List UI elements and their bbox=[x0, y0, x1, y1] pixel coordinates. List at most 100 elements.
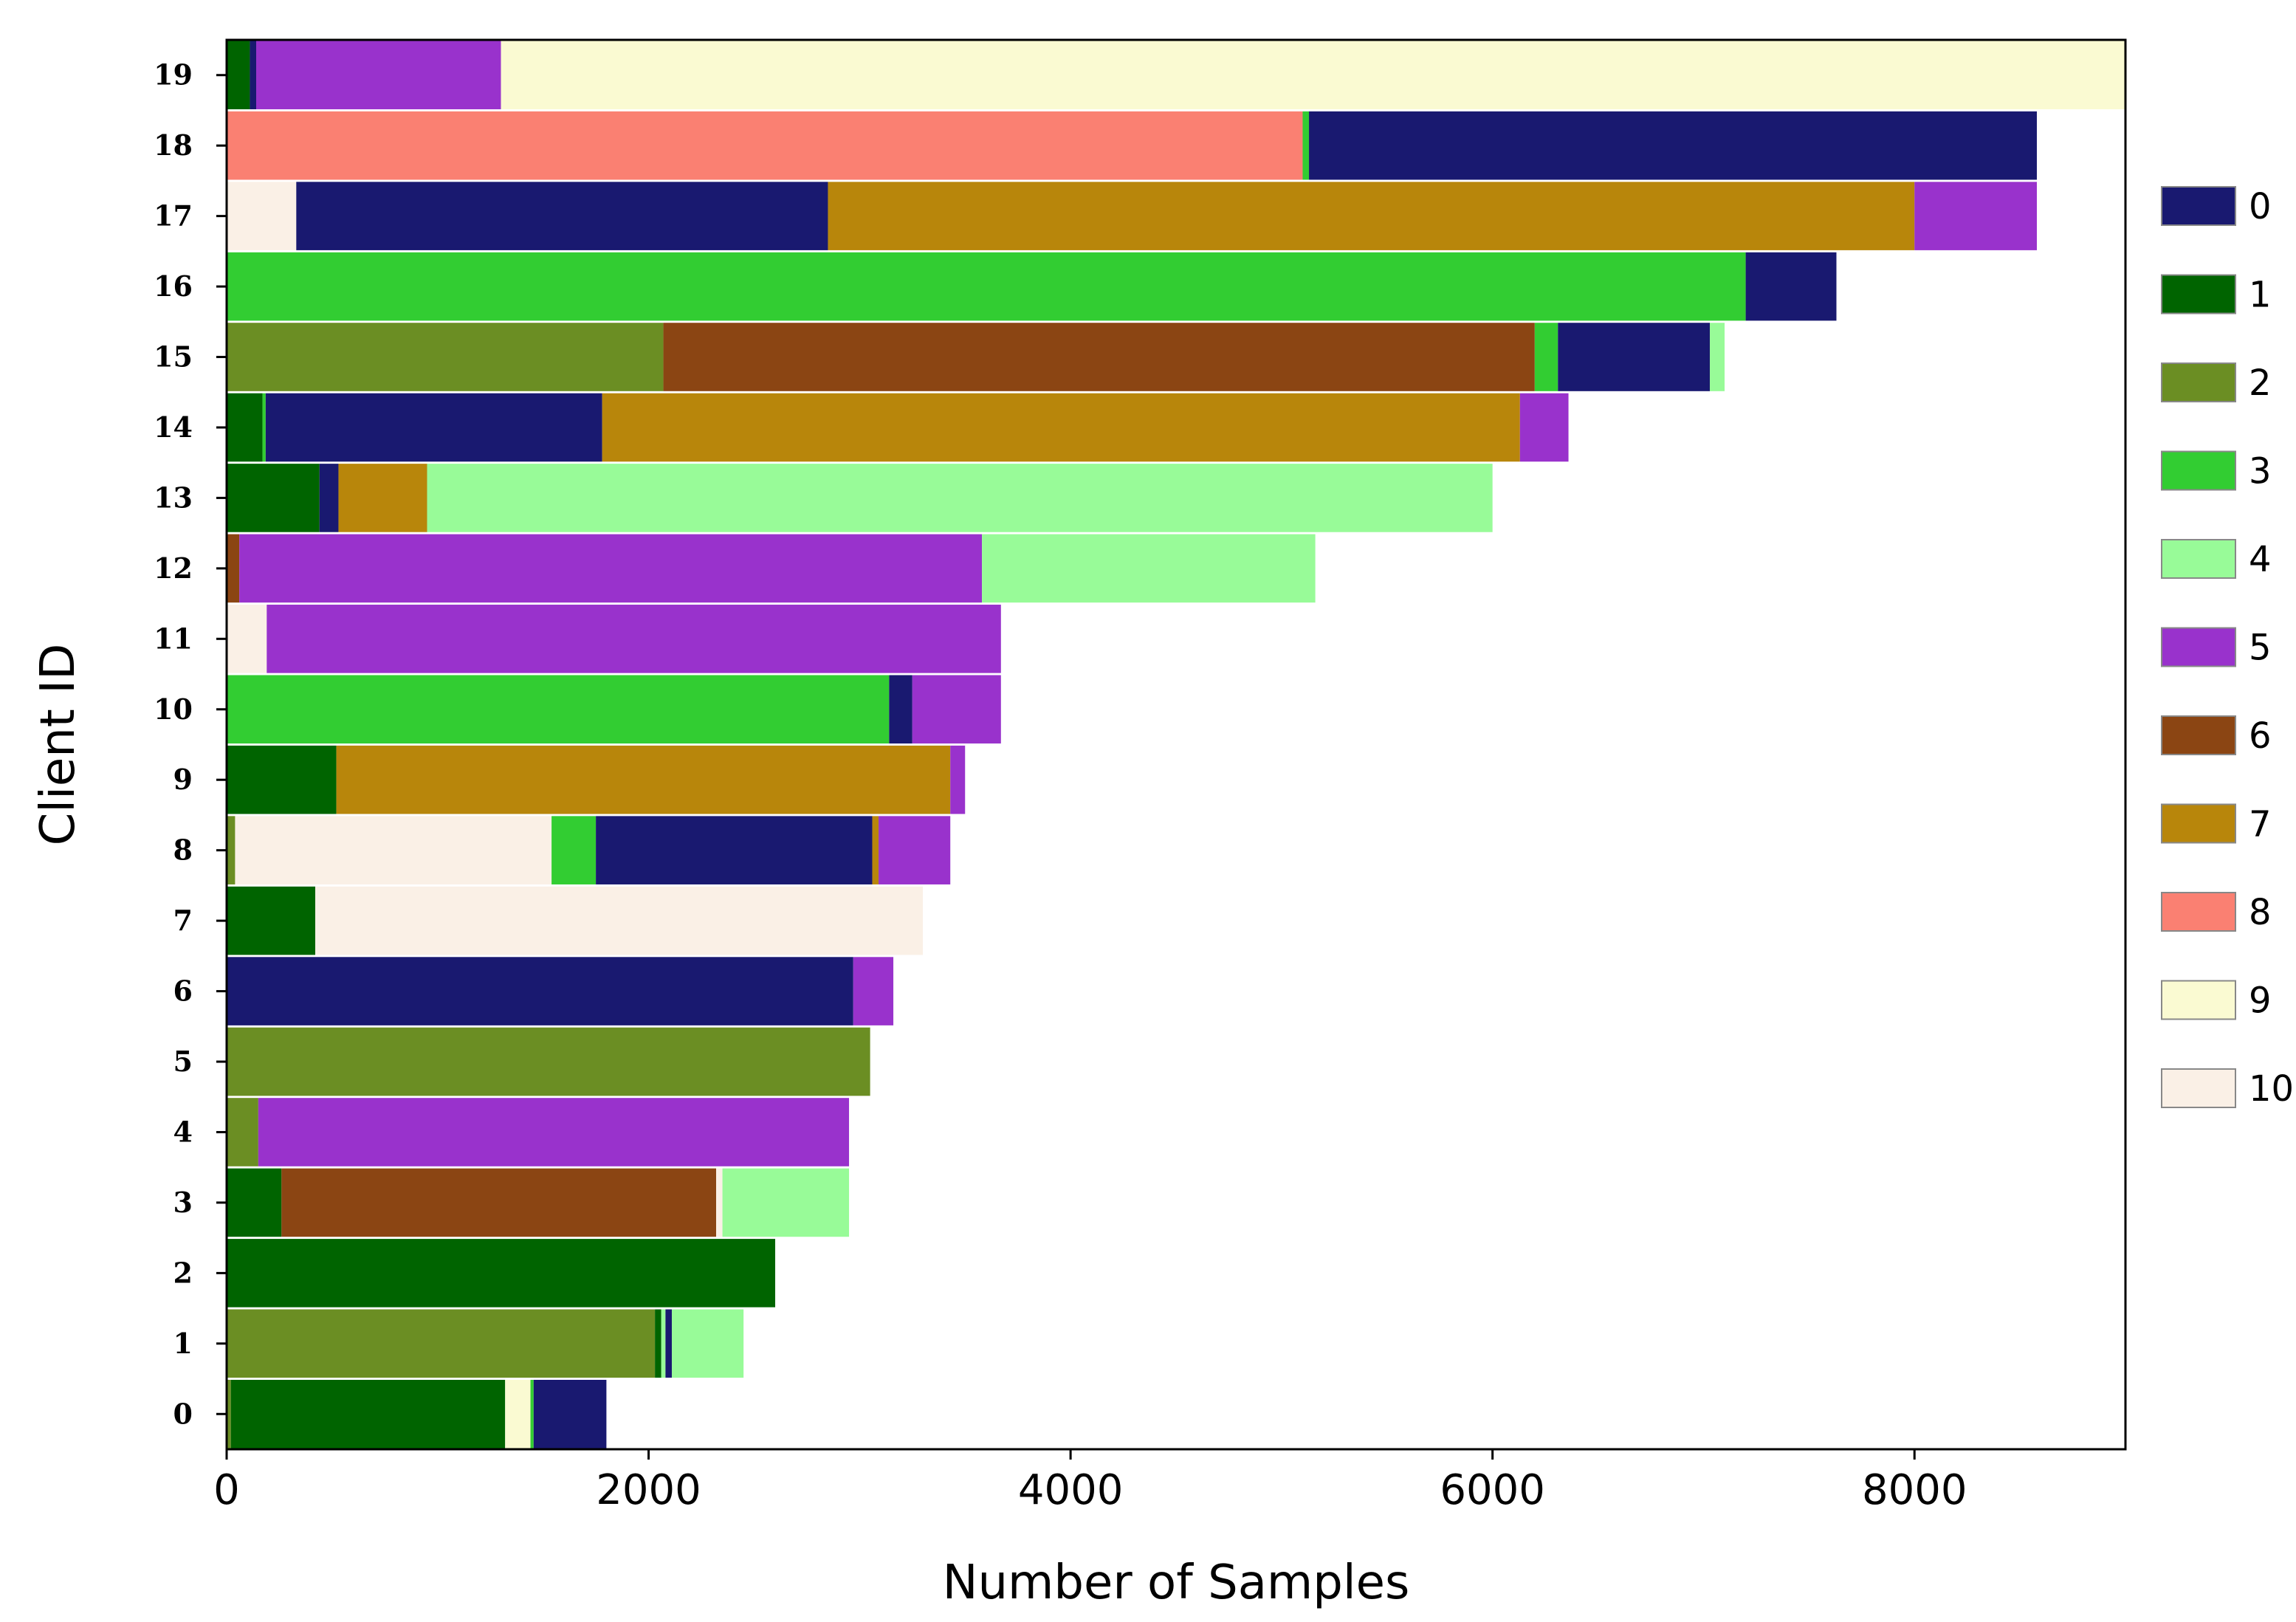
y-tick-label-2: 2 bbox=[173, 1256, 193, 1289]
bar-segment-client-10-label-5 bbox=[912, 675, 1001, 744]
legend: 0 1 2 3 4 5 6 7 8 9 10 bbox=[2161, 186, 2294, 1110]
bar-client-10 bbox=[227, 675, 1001, 744]
legend-swatch-0 bbox=[2161, 186, 2236, 226]
bar-segment-client-0-label-2 bbox=[227, 1379, 231, 1449]
bar-client-1 bbox=[227, 1309, 744, 1378]
x-tick-label-4000: 4000 bbox=[1018, 1466, 1124, 1514]
legend-label-0: 0 bbox=[2249, 186, 2272, 227]
y-tick-label-19: 19 bbox=[154, 58, 193, 92]
bar-segment-client-3-label-4 bbox=[722, 1168, 850, 1237]
y-tick-label-14: 14 bbox=[154, 410, 193, 444]
bar-segment-client-14-label-0 bbox=[265, 393, 602, 462]
y-tick-label-0: 0 bbox=[173, 1397, 193, 1430]
bar-segment-client-17-label-5 bbox=[1914, 182, 2037, 250]
bar-client-0 bbox=[227, 1379, 607, 1449]
bar-segment-client-12-label-4 bbox=[982, 534, 1316, 603]
legend-swatch-8 bbox=[2161, 892, 2236, 932]
bar-segment-client-15-label-3 bbox=[1534, 323, 1558, 391]
bar-segment-client-7-label-1 bbox=[227, 886, 316, 955]
bar-segment-client-13-label-4 bbox=[427, 464, 1493, 532]
bar-client-15 bbox=[227, 323, 1725, 391]
legend-swatch-10 bbox=[2161, 1068, 2236, 1108]
x-tick-label-2000: 2000 bbox=[596, 1466, 701, 1514]
bar-segment-client-9-label-5 bbox=[950, 745, 966, 814]
bar-segment-client-19-label-9 bbox=[501, 41, 2125, 110]
bar-segment-client-16-label-0 bbox=[1745, 252, 1837, 321]
bar-client-3 bbox=[227, 1168, 850, 1237]
bar-segment-client-1-label-1 bbox=[655, 1309, 661, 1378]
bar-segment-client-3-label-1 bbox=[227, 1168, 282, 1237]
y-tick-label-17: 17 bbox=[154, 199, 193, 233]
bar-segment-client-11-label-5 bbox=[267, 605, 1001, 673]
y-tick-label-13: 13 bbox=[154, 481, 193, 514]
legend-swatch-2 bbox=[2161, 362, 2236, 402]
bar-segment-client-14-label-5 bbox=[1519, 393, 1569, 462]
bar-segment-client-0-label-9 bbox=[505, 1379, 531, 1449]
bar-segment-client-2-label-1 bbox=[227, 1239, 776, 1307]
bar-client-6 bbox=[227, 957, 894, 1025]
bar-segment-client-14-label-3 bbox=[262, 393, 266, 462]
y-tick-label-8: 8 bbox=[173, 834, 193, 867]
bar-segment-client-0-label-1 bbox=[230, 1379, 506, 1449]
bar-segment-client-14-label-1 bbox=[227, 393, 263, 462]
x-tick-label-8000: 8000 bbox=[1862, 1466, 1967, 1514]
bar-segment-client-4-label-2 bbox=[227, 1098, 258, 1166]
bar-segment-client-15-label-6 bbox=[663, 323, 1535, 391]
bar-client-8 bbox=[227, 816, 951, 884]
bar-segment-client-1-label-4 bbox=[661, 1309, 666, 1378]
bar-segment-client-19-label-5 bbox=[256, 41, 501, 110]
x-tick-label-0: 0 bbox=[213, 1466, 240, 1514]
legend-label-6: 6 bbox=[2249, 715, 2272, 757]
bar-segment-client-6-label-0 bbox=[227, 957, 853, 1025]
legend-swatch-1 bbox=[2161, 274, 2236, 315]
bar-segment-client-12-label-6 bbox=[227, 534, 240, 603]
bar-client-19 bbox=[227, 41, 2125, 110]
bar-segment-client-1-label-4 bbox=[671, 1309, 744, 1378]
legend-swatch-9 bbox=[2161, 980, 2236, 1020]
bar-segment-client-19-label-0 bbox=[250, 41, 257, 110]
bar-segment-client-1-label-0 bbox=[665, 1309, 672, 1378]
bar-client-11 bbox=[227, 605, 1001, 673]
bar-segment-client-0-label-3 bbox=[530, 1379, 534, 1449]
y-tick-label-4: 4 bbox=[173, 1115, 193, 1148]
bars-layer bbox=[227, 41, 2125, 1449]
y-tick-label-5: 5 bbox=[173, 1045, 193, 1078]
legend-label-9: 9 bbox=[2249, 980, 2272, 1022]
x-axis: 0 2000 4000 6000 8000 bbox=[213, 1449, 1967, 1514]
bar-segment-client-1-label-2 bbox=[227, 1309, 656, 1378]
bar-client-2 bbox=[227, 1239, 776, 1307]
legend-swatch-6 bbox=[2161, 715, 2236, 755]
legend-swatch-7 bbox=[2161, 803, 2236, 844]
x-axis-title: Number of Samples bbox=[943, 1556, 1410, 1610]
y-tick-label-16: 16 bbox=[154, 269, 193, 303]
bar-segment-client-8-label-7 bbox=[872, 816, 879, 884]
bar-segment-client-6-label-5 bbox=[853, 957, 894, 1025]
legend-label-4: 4 bbox=[2249, 539, 2272, 580]
bar-segment-client-14-label-7 bbox=[602, 393, 1520, 462]
legend-label-5: 5 bbox=[2249, 628, 2272, 669]
bar-segment-client-8-label-3 bbox=[551, 816, 597, 884]
bar-client-5 bbox=[227, 1027, 870, 1096]
bar-segment-client-16-label-3 bbox=[227, 252, 1746, 321]
y-axis-title: Client ID bbox=[31, 644, 86, 846]
y-tick-label-18: 18 bbox=[154, 128, 193, 162]
legend-label-3: 3 bbox=[2249, 451, 2272, 492]
y-tick-label-7: 7 bbox=[173, 904, 193, 937]
bar-client-12 bbox=[227, 534, 1316, 603]
bar-segment-client-8-label-10 bbox=[235, 816, 552, 884]
bar-segment-client-7-label-10 bbox=[315, 886, 924, 955]
bar-segment-client-18-label-8 bbox=[227, 111, 1303, 180]
bar-segment-client-4-label-5 bbox=[258, 1098, 850, 1166]
bar-segment-client-9-label-7 bbox=[336, 745, 951, 814]
y-tick-label-11: 11 bbox=[154, 622, 193, 655]
legend-label-10: 10 bbox=[2249, 1068, 2294, 1110]
bar-segment-client-8-label-0 bbox=[596, 816, 873, 884]
bar-client-4 bbox=[227, 1098, 850, 1166]
bar-segment-client-15-label-0 bbox=[1558, 323, 1711, 391]
bar-segment-client-5-label-2 bbox=[227, 1027, 870, 1096]
bar-segment-client-13-label-1 bbox=[227, 464, 320, 532]
bar-segment-client-10-label-0 bbox=[889, 675, 912, 744]
legend-label-8: 8 bbox=[2249, 892, 2272, 933]
